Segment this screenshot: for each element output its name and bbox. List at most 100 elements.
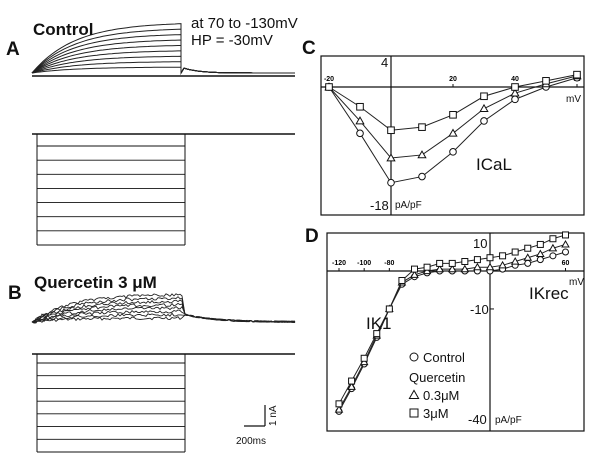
panel-d-point xyxy=(334,405,344,413)
panel-c-point xyxy=(511,95,519,104)
panel-d-point xyxy=(536,256,544,264)
panel-c-ymin-label: -18 xyxy=(370,198,389,213)
panel-d-letter: D xyxy=(305,226,319,247)
scalebar-time-label: 200ms xyxy=(236,436,267,447)
panel-c-point xyxy=(542,77,550,85)
protocol-line2: HP = -30mV xyxy=(191,32,273,49)
panel-d-point xyxy=(485,262,495,271)
panel-d-ytick-10: 10 xyxy=(473,236,488,251)
panel-c-point xyxy=(387,178,395,187)
panel-d-point xyxy=(448,259,456,267)
panel-d-point xyxy=(410,270,419,278)
legend-control-label: Control xyxy=(423,350,465,365)
panel-d-point xyxy=(524,259,532,267)
panel-d-point xyxy=(536,249,545,258)
panel-d-point xyxy=(423,263,431,271)
panel-d-ytick-neg40: -40 xyxy=(468,412,487,427)
trace-a-current xyxy=(31,66,295,75)
panel-d-point xyxy=(460,264,470,273)
panel-b-letter: B xyxy=(8,283,22,304)
legend-drug-label: Quercetin xyxy=(409,370,466,385)
panel-a-letter: A xyxy=(6,39,20,60)
panel-d-annotation-ikrec: IKrec xyxy=(529,284,569,303)
panel-c-point xyxy=(356,102,364,111)
panel-d-point xyxy=(398,276,406,284)
panel-c-point xyxy=(356,129,364,138)
panel-d-point xyxy=(536,240,544,248)
panel-c-ymax-label: 4 xyxy=(381,55,389,70)
panel-c-point xyxy=(417,150,427,159)
panel-c-point xyxy=(449,110,457,119)
panel-d-point xyxy=(473,262,482,271)
panel-c-point xyxy=(480,117,488,125)
panel-c-annotation: ICaL xyxy=(476,155,512,174)
trace-a-current xyxy=(31,23,295,75)
panel-d-point xyxy=(561,239,570,248)
panel-d-annotation-ik1: IK1 xyxy=(366,314,392,333)
panel-d-point xyxy=(385,305,393,313)
panel-d-point xyxy=(548,243,558,252)
panel-a-title: Control xyxy=(33,20,94,39)
panel-c-point xyxy=(325,83,333,91)
panel-c-point xyxy=(448,128,458,137)
panel-d-point xyxy=(461,258,469,266)
panel-d-point xyxy=(498,260,507,269)
panel-d-x-tick-label: -80 xyxy=(384,260,394,267)
panel-d-point xyxy=(335,400,343,408)
panel-c-x-tick-label: -20 xyxy=(324,76,334,83)
panel-c-point xyxy=(418,123,426,131)
panel-c-frame xyxy=(320,55,585,216)
protocol-line1: at 70 to -130mV xyxy=(191,15,298,32)
panel-c-x-tick-label: 40 xyxy=(511,76,519,83)
panel-c-point xyxy=(387,126,395,135)
iv-plot-d: -120 -100 -80 60 xyxy=(326,231,585,432)
panel-d-point xyxy=(511,248,519,256)
panel-d-point xyxy=(549,252,557,260)
panel-d-x-tick-label: -100 xyxy=(357,260,371,267)
panel-c-point xyxy=(480,92,488,101)
panel-c-point xyxy=(449,148,457,156)
scalebar-current-label: 1 nA xyxy=(268,405,279,426)
legend-dose2-marker xyxy=(409,408,419,418)
panel-c-point xyxy=(510,88,520,97)
panel-c-point xyxy=(573,70,581,79)
panel-d-point xyxy=(436,259,444,267)
panel-d-x-tick-label: 60 xyxy=(562,260,570,267)
panel-c-ylabel: pA/pF xyxy=(395,200,422,211)
panel-d-ytick-neg10: -10 xyxy=(470,302,489,317)
panel-d-point xyxy=(447,264,457,273)
panel-d-point xyxy=(499,252,507,260)
panel-d-point xyxy=(524,244,532,252)
panel-d-point xyxy=(562,248,569,256)
panel-c-point xyxy=(386,153,396,162)
current-traces xyxy=(31,23,296,453)
panel-d-point xyxy=(435,264,444,273)
legend-control-marker xyxy=(409,352,419,362)
legend-dose2-label: 3μM xyxy=(423,406,449,421)
legend-dose1-label: 0.3μM xyxy=(423,388,460,403)
panel-d-ylabel: pA/pF xyxy=(495,415,522,426)
panel-d-frame xyxy=(326,232,585,432)
panel-d-point xyxy=(510,257,520,265)
panel-d-point xyxy=(360,354,368,362)
iv-plot-c: -20204060 xyxy=(320,55,585,216)
panel-d-point xyxy=(348,377,356,385)
panel-c-point xyxy=(511,83,519,91)
panel-d-point xyxy=(473,256,481,264)
trace-b-current xyxy=(31,293,296,323)
panel-c-point xyxy=(418,172,426,181)
panel-c-xlabel: mV xyxy=(566,94,581,105)
panel-d-point xyxy=(562,231,569,239)
panel-d-point xyxy=(523,253,533,261)
panel-d-x-tick-label: -120 xyxy=(332,260,346,267)
legend-dose1-marker xyxy=(408,389,420,399)
panel-c-x-tick-label: 20 xyxy=(449,76,457,83)
panel-d-xlabel: mV xyxy=(569,277,584,288)
panel-d-point xyxy=(486,254,494,262)
panel-c-point xyxy=(479,103,489,112)
panel-c-letter: C xyxy=(302,38,316,59)
panel-b-title: Quercetin 3 μM xyxy=(34,273,157,292)
panel-d-point xyxy=(373,330,381,338)
panel-d-point xyxy=(411,265,418,273)
